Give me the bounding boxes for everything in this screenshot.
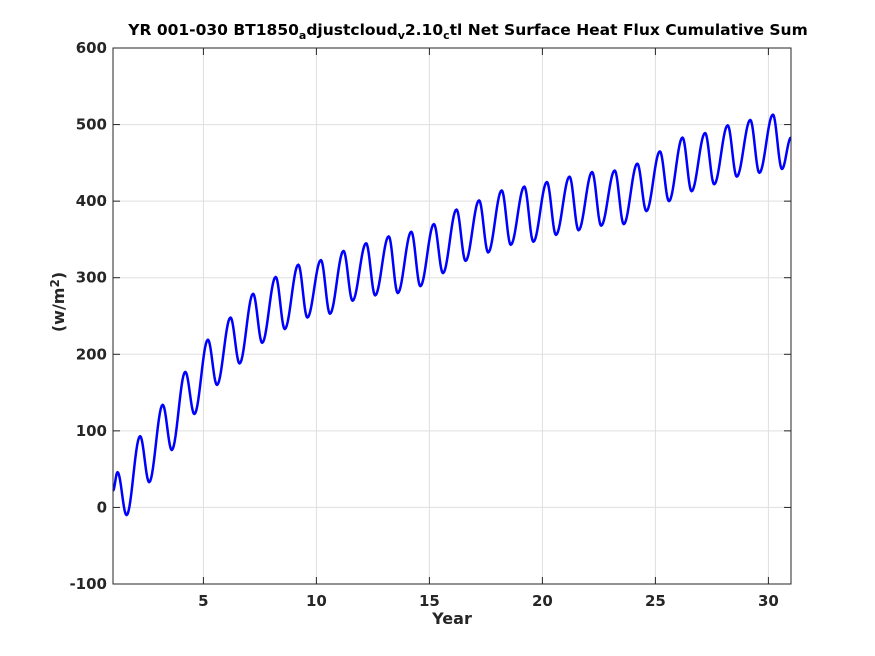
y-tick-label: 0 bbox=[97, 498, 107, 516]
title-subscript: v bbox=[398, 29, 406, 42]
x-tick-label: 30 bbox=[758, 592, 779, 610]
y-tick-label: 100 bbox=[76, 422, 107, 440]
axes-frame bbox=[112, 47, 792, 585]
y-axis-title: (w/m2) bbox=[48, 272, 68, 332]
x-tick-label: 15 bbox=[419, 592, 440, 610]
title-text: 2.10 bbox=[405, 21, 443, 39]
x-axis-title: Year bbox=[431, 609, 472, 628]
y-axis-title-superscript: 2 bbox=[48, 279, 62, 287]
y-tick-label: 400 bbox=[76, 192, 107, 210]
title-subscript: a bbox=[299, 29, 306, 42]
axes: 5 10 15 20 25 30 -100 0 100 200 300 400 500 600 bbox=[69, 39, 792, 610]
y-tick-label: 500 bbox=[76, 116, 107, 134]
grid bbox=[113, 47, 791, 585]
y-axis-title-close: ) bbox=[49, 272, 68, 279]
x-tick-label: 10 bbox=[306, 592, 327, 610]
x-tick-label: 20 bbox=[532, 592, 553, 610]
chart-title: YR 001-030 BT1850adjustcloudv2.10ctl Net… bbox=[127, 21, 807, 42]
y-axis-title-base: (w/m bbox=[49, 288, 68, 333]
title-text: tl Net Surface Heat Flux Cumulative Sum bbox=[450, 21, 808, 39]
plot-area bbox=[112, 113, 792, 517]
title-subscript: c bbox=[443, 29, 450, 42]
title-text: djustcloud bbox=[306, 21, 397, 39]
series-line-0 bbox=[112, 113, 792, 517]
y-tick-label: 200 bbox=[76, 345, 107, 363]
x-tick-label: 5 bbox=[198, 592, 208, 610]
y-tick-label: -100 bbox=[69, 575, 107, 593]
y-tick-label: 300 bbox=[76, 269, 107, 287]
x-tick-label: 25 bbox=[645, 592, 666, 610]
y-tick-label: 600 bbox=[76, 39, 107, 57]
title-text: YR 001-030 BT1850 bbox=[127, 21, 299, 39]
